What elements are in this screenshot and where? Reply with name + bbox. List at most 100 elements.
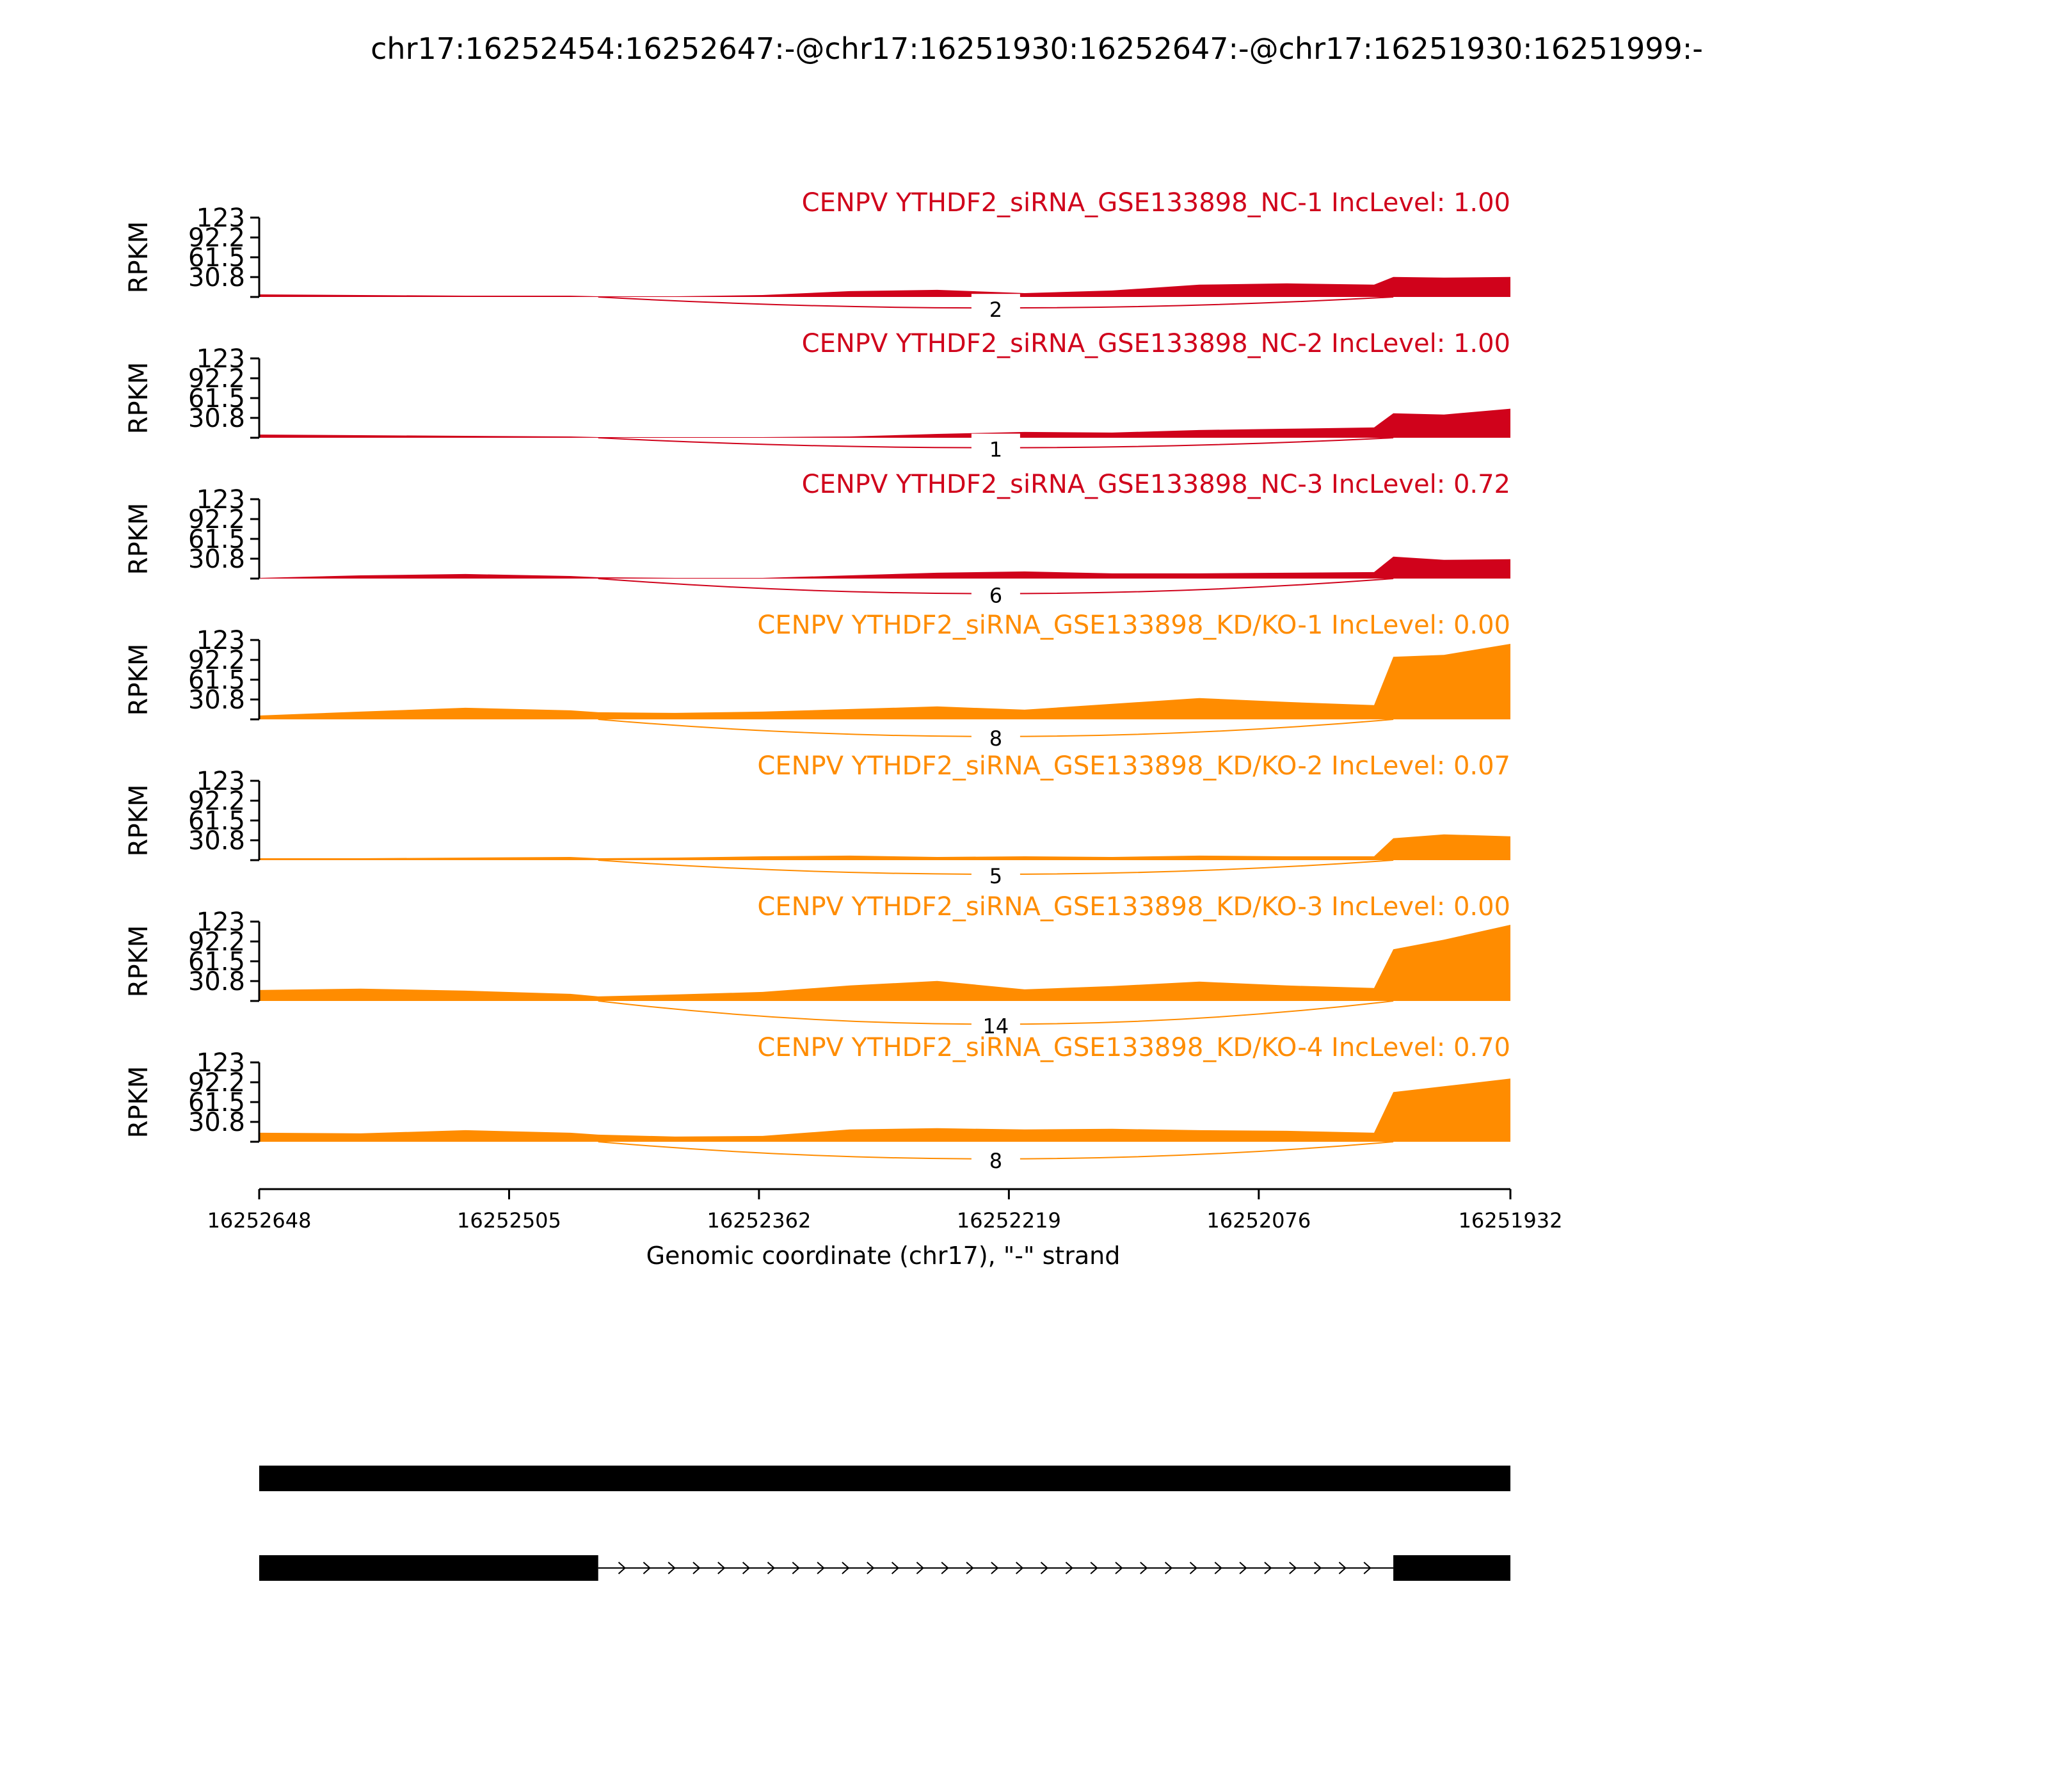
junction-count: 5 — [989, 864, 1002, 888]
junction-count-box — [971, 1144, 1020, 1173]
gene-model-1 — [259, 1466, 1510, 1491]
y-tick-label: 61.5 — [188, 947, 245, 977]
plot-title: chr17:16252454:16252647:-@chr17:16251930… — [371, 31, 1703, 66]
y-tick-label: 92.2 — [188, 787, 245, 816]
intron-arrow — [1140, 1562, 1148, 1574]
intron-arrow — [1090, 1562, 1098, 1574]
intron-arrow — [867, 1562, 875, 1574]
y-tick-label: 61.5 — [188, 384, 245, 413]
intron-arrow — [767, 1562, 775, 1574]
intron-arrow — [1338, 1562, 1347, 1574]
y-axis-label: RPKM — [124, 925, 154, 998]
junction-count-box — [971, 860, 1020, 888]
y-tick-label: 61.5 — [188, 666, 245, 695]
junction-count: 2 — [989, 298, 1002, 322]
junction-count-box — [971, 294, 1020, 323]
intron-arrow — [891, 1562, 900, 1574]
intron-arrow — [1313, 1562, 1322, 1574]
junction-count: 14 — [983, 1014, 1009, 1038]
track-label: CENPV YTHDF2_siRNA_GSE133898_NC-1 IncLev… — [802, 188, 1510, 218]
y-tick-label: 30.8 — [188, 826, 245, 856]
intron-arrow — [1040, 1562, 1048, 1574]
intron-arrow — [1239, 1562, 1247, 1574]
intron-arrow — [817, 1562, 825, 1574]
track-label: CENPV YTHDF2_siRNA_GSE133898_KD/KO-3 Inc… — [757, 892, 1510, 922]
intron-arrow — [1189, 1562, 1197, 1574]
junction-count-box — [971, 579, 1020, 608]
y-tick-label: 92.2 — [188, 646, 245, 675]
y-tick-label: 92.2 — [188, 927, 245, 957]
exon — [1393, 1555, 1510, 1581]
y-tick-label: 30.8 — [188, 967, 245, 996]
x-tick-label: 16252505 — [457, 1208, 561, 1233]
intron-arrow — [1065, 1562, 1073, 1574]
intron-arrow — [1016, 1562, 1024, 1574]
y-axis-label: RPKM — [124, 221, 154, 294]
y-tick-label: 123 — [196, 908, 245, 937]
y-tick-label: 30.8 — [188, 404, 245, 433]
intron-arrow — [668, 1562, 676, 1574]
y-tick-label: 92.2 — [188, 223, 245, 253]
gene-models — [259, 1466, 1510, 1581]
y-tick-label: 30.8 — [188, 545, 245, 574]
y-axis-label: RPKM — [124, 785, 154, 857]
junction-count: 8 — [989, 726, 1002, 751]
y-tick-label: 123 — [196, 767, 245, 796]
y-tick-label: 123 — [196, 1048, 245, 1078]
junction-count-box — [971, 433, 1020, 462]
y-tick-label: 30.8 — [188, 685, 245, 715]
y-tick-label: 123 — [196, 626, 245, 655]
intron-arrow — [1164, 1562, 1173, 1574]
track-label: CENPV YTHDF2_siRNA_GSE133898_NC-2 IncLev… — [802, 329, 1510, 358]
intron-arrow — [916, 1562, 924, 1574]
intron-arrow — [966, 1562, 974, 1574]
intron-arrow — [1289, 1562, 1297, 1574]
intron-arrow — [692, 1562, 701, 1574]
y-tick-label: 30.8 — [188, 263, 245, 292]
junction-count-box — [971, 722, 1020, 751]
intron-arrow — [842, 1562, 850, 1574]
intron-arrow — [742, 1562, 751, 1574]
y-tick-label: 123 — [196, 344, 245, 374]
y-tick-label: 92.2 — [188, 505, 245, 534]
coverage-area — [259, 925, 1510, 1001]
y-tick-label: 92.2 — [188, 364, 245, 394]
intron-arrow — [643, 1562, 651, 1574]
track-label: CENPV YTHDF2_siRNA_GSE133898_KD/KO-4 Inc… — [757, 1033, 1510, 1062]
coverage-area — [259, 556, 1510, 579]
y-tick-label: 92.2 — [188, 1068, 245, 1098]
gene-model-2 — [259, 1555, 1510, 1581]
coverage-area — [259, 1078, 1510, 1142]
x-axis: 16252648 16252505 16252362 16252219 16252076… — [207, 1188, 1563, 1233]
intron-arrow — [991, 1562, 999, 1574]
junction-count-box — [971, 1010, 1020, 1039]
y-tick-label: 61.5 — [188, 1088, 245, 1117]
track-label: CENPV YTHDF2_siRNA_GSE133898_KD/KO-2 Inc… — [757, 751, 1510, 781]
y-axis-label: RPKM — [124, 644, 154, 716]
y-tick-label: 123 — [196, 485, 245, 515]
y-tick-label: 61.5 — [188, 243, 245, 273]
y-axis-label: RPKM — [124, 503, 154, 575]
junction-count: 1 — [989, 438, 1002, 462]
x-tick-label: 16252362 — [707, 1208, 811, 1233]
y-axis-label: RPKM — [124, 362, 154, 435]
junction-count: 8 — [989, 1149, 1002, 1173]
coverage-area — [259, 276, 1510, 297]
coverage-area — [259, 644, 1510, 719]
x-tick-label: 16252219 — [957, 1208, 1061, 1233]
intron-arrow — [941, 1562, 949, 1574]
exon — [259, 1555, 598, 1581]
x-tick-label: 16251932 — [1459, 1208, 1563, 1233]
exon — [259, 1466, 1510, 1491]
x-axis-label: Genomic coordinate (chr17), "-" strand — [646, 1242, 1121, 1270]
intron-arrow — [1264, 1562, 1272, 1574]
y-tick-label: 30.8 — [188, 1108, 245, 1137]
intron-arrow — [1214, 1562, 1222, 1574]
coverage-area — [259, 408, 1510, 438]
